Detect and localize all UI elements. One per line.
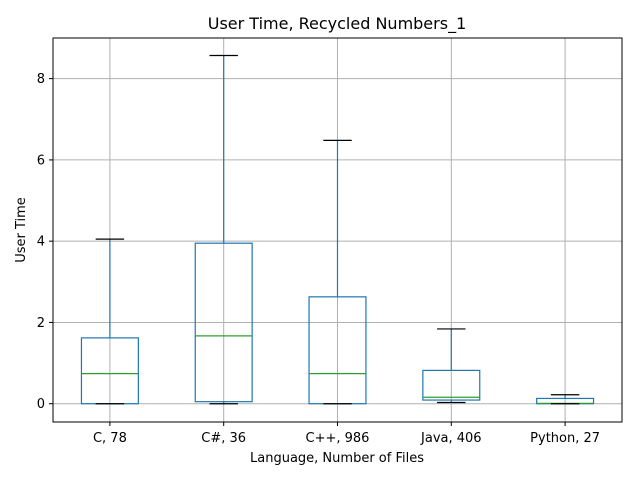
y-tick-label: 6 [37,153,45,168]
y-tick-label: 8 [37,72,45,87]
x-axis-label: Language, Number of Files [250,451,424,466]
box-group [308,139,367,405]
y-tick-label: 2 [37,316,45,331]
y-axis: 0 2 4 6 8 [37,72,53,412]
x-tick-label: Java, 406 [420,431,482,446]
box [194,242,253,403]
x-tick-label: C, 78 [93,431,127,446]
x-tick-label: C++, 986 [306,431,370,446]
box [422,369,481,401]
box-group [80,238,139,405]
x-tick-label: C#, 36 [201,431,246,446]
chart-title: User Time, Recycled Numbers_1 [208,14,467,34]
y-tick-label: 0 [37,397,45,412]
x-tick-label: Python, 27 [530,431,600,446]
grid-lines [53,38,622,422]
box-group [194,54,253,405]
box-group [536,394,595,405]
y-axis-label: User Time [14,197,29,263]
box-group [422,328,481,404]
x-axis: C, 78 C#, 36 C++, 986 Java, 406 Python, 27 [93,422,600,446]
y-tick-label: 4 [37,235,45,250]
box-series [80,54,595,405]
